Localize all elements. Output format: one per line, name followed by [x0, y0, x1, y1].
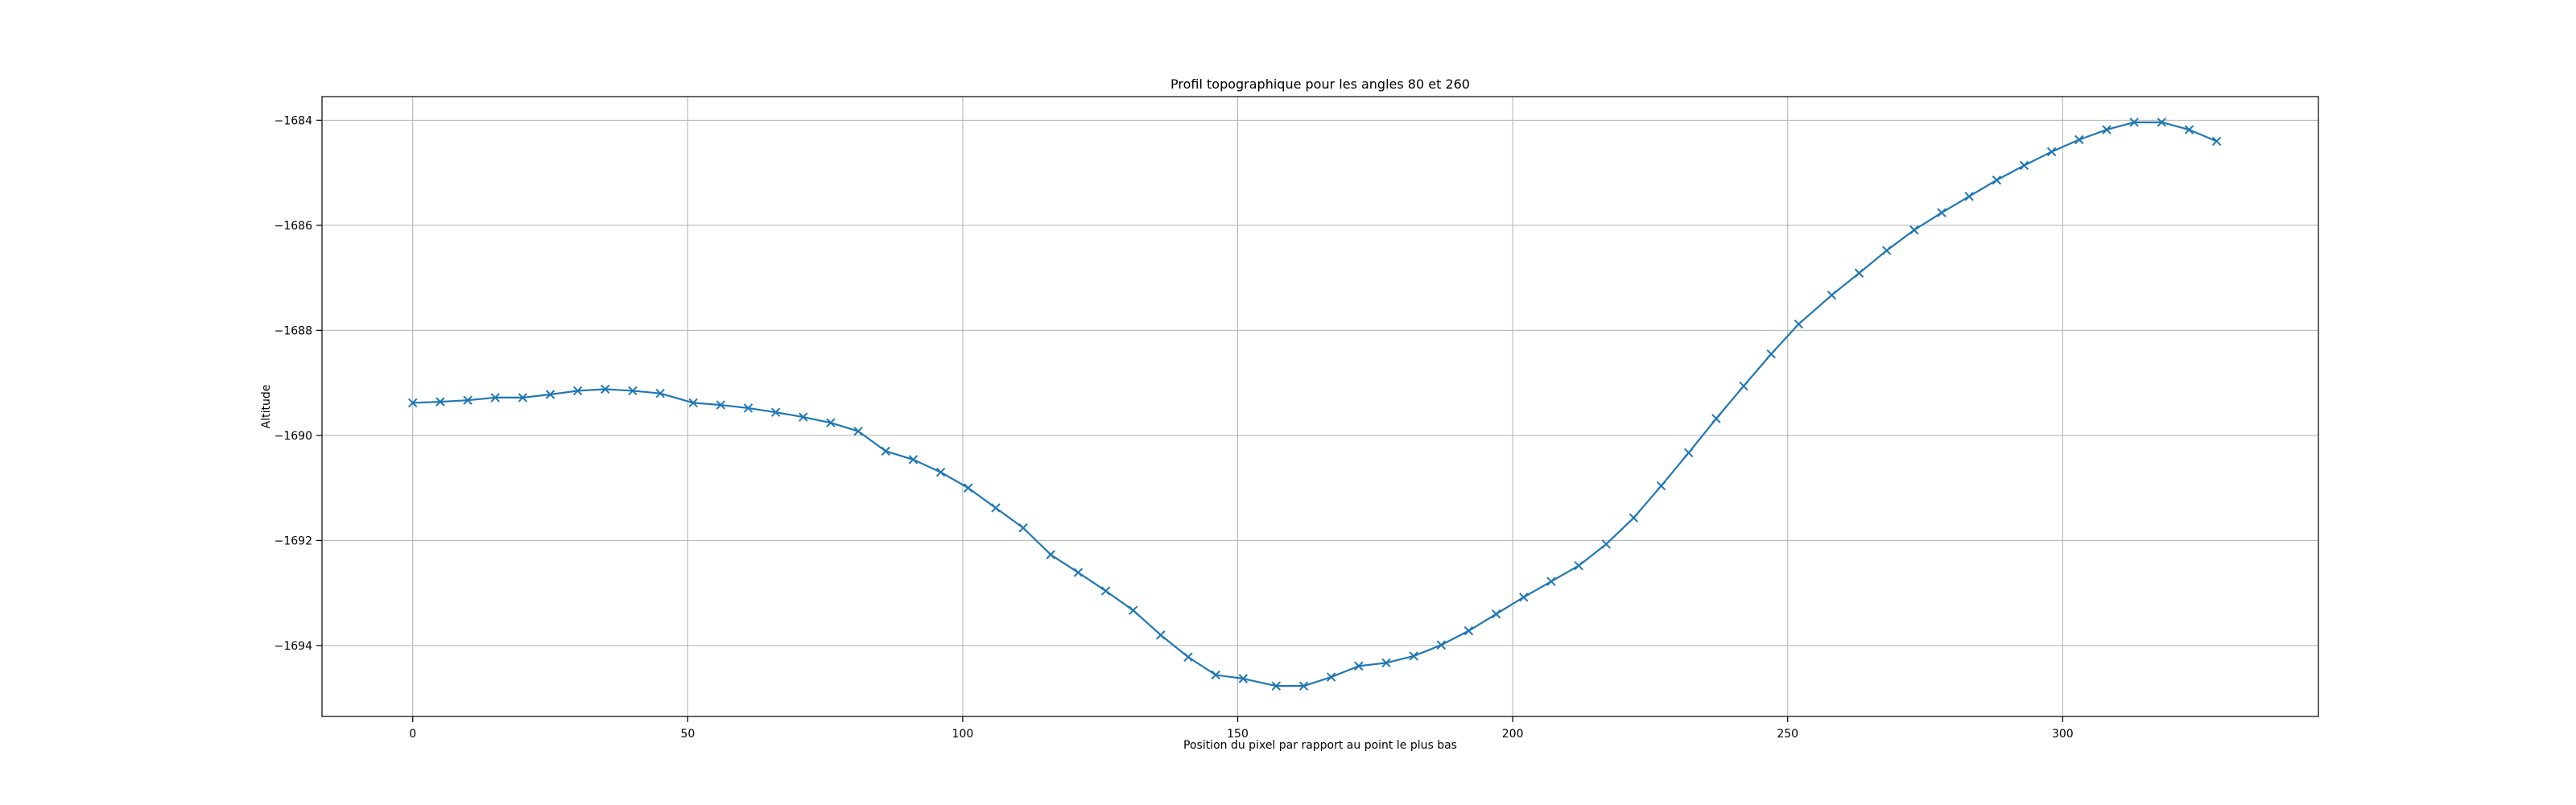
- x-tick-label: 150: [1227, 728, 1249, 741]
- data-point-marker: [545, 390, 555, 399]
- data-point-marker: [490, 393, 500, 402]
- data-point-marker: [1381, 658, 1391, 668]
- data-point-marker: [1827, 290, 1837, 300]
- data-point-marker: [2129, 118, 2139, 127]
- data-point-marker: [2157, 118, 2166, 127]
- x-tick-label: 0: [409, 728, 416, 741]
- data-point-marker: [1271, 681, 1282, 691]
- series-line: [412, 121, 2218, 687]
- data-point-marker: [799, 412, 808, 422]
- x-tick-label: 50: [680, 728, 695, 741]
- y-tick-label: −1690: [275, 430, 312, 443]
- data-point-marker: [572, 386, 583, 396]
- data-point-marker: [1881, 246, 1892, 255]
- y-tick-label: −1692: [275, 535, 312, 547]
- data-point-marker: [518, 393, 528, 402]
- data-point-marker: [601, 384, 610, 394]
- y-tick-label: −1686: [275, 220, 312, 233]
- data-point-marker: [1684, 448, 1694, 458]
- data-point-marker: [1519, 592, 1529, 602]
- data-point-marker: [1298, 681, 1309, 691]
- data-point-marker: [1018, 523, 1028, 533]
- data-point-marker: [1601, 539, 1611, 549]
- grid-lines: [322, 97, 2318, 716]
- data-point-marker: [408, 398, 418, 408]
- data-point-marker: [2074, 134, 2084, 145]
- data-point-marker: [1992, 175, 2002, 185]
- data-point-marker: [1326, 672, 1336, 682]
- data-point-marker: [770, 407, 781, 417]
- y-tick-label: −1694: [275, 640, 312, 653]
- data-point-marker: [1766, 349, 1776, 359]
- data-point-marker: [1546, 576, 1556, 587]
- data-point-marker: [655, 388, 665, 398]
- data-point-marker: [1937, 208, 1946, 217]
- data-point-marker: [935, 467, 946, 477]
- data-point-marker: [1436, 640, 1447, 650]
- data-point-marker: [1409, 651, 1418, 661]
- x-tick-label: 250: [1777, 728, 1798, 741]
- data-point-marker: [1100, 586, 1111, 596]
- data-point-marker: [2211, 136, 2222, 147]
- data-point-marker: [1629, 513, 1639, 523]
- data-point-marker: [1794, 319, 1804, 329]
- data-point-marker: [688, 398, 698, 408]
- x-axis-label: Position du pixel par rapport au point l…: [1183, 739, 1457, 752]
- x-tick-label: 300: [2052, 728, 2074, 741]
- data-series: [408, 118, 2222, 691]
- data-point-marker: [1491, 609, 1501, 619]
- x-tick-label: 100: [952, 728, 974, 741]
- data-point-marker: [1046, 550, 1055, 559]
- plot-frame: [321, 96, 2319, 717]
- data-point-marker: [1211, 670, 1220, 680]
- data-point-marker: [853, 426, 863, 436]
- data-point-marker: [1854, 268, 1864, 278]
- data-point-marker: [964, 483, 973, 493]
- data-point-marker: [1354, 661, 1364, 671]
- data-point-marker: [436, 397, 445, 407]
- data-point-marker: [2019, 160, 2029, 171]
- data-point-marker: [628, 386, 638, 396]
- y-axis: −1684 −1686 −1688 −1690 −1692 −1694: [275, 114, 322, 653]
- data-point-marker: [1656, 481, 1666, 491]
- data-point-marker: [2102, 125, 2112, 134]
- data-point-marker: [2046, 147, 2057, 157]
- data-point-marker: [1711, 414, 1721, 423]
- data-point-marker: [463, 395, 473, 405]
- data-point-marker: [908, 455, 919, 464]
- data-point-marker: [1739, 381, 1748, 391]
- data-point-marker: [1156, 630, 1166, 640]
- data-point-marker: [1129, 605, 1138, 615]
- data-point-marker: [991, 503, 1001, 513]
- data-point-marker: [1463, 625, 1474, 636]
- data-point-marker: [1073, 568, 1084, 577]
- data-point-marker: [1574, 561, 1583, 571]
- x-tick-label: 200: [1502, 728, 1524, 741]
- data-point-marker: [1238, 674, 1249, 683]
- data-point-marker: [716, 400, 726, 410]
- y-tick-label: −1688: [275, 324, 312, 337]
- y-axis-label: Altitude: [260, 385, 273, 429]
- data-point-marker: [1964, 192, 1974, 201]
- x-axis: 0 50 100 150 200 250 300: [409, 716, 2074, 741]
- data-point-marker: [1909, 225, 1919, 235]
- plot-area: [321, 96, 2319, 717]
- data-point-marker: [743, 403, 753, 413]
- data-point-marker: [826, 418, 836, 427]
- y-tick-label: −1684: [275, 114, 312, 127]
- data-point-marker: [1183, 652, 1193, 662]
- chart-title: Profil topographique pour les angles 80 …: [1170, 76, 1470, 92]
- data-point-marker: [881, 446, 890, 456]
- data-point-marker: [2184, 125, 2194, 134]
